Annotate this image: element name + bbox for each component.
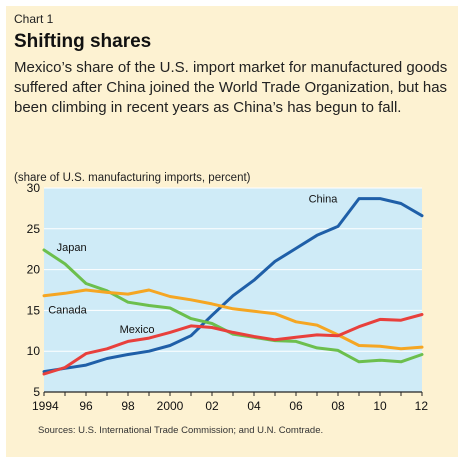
x-tick-label-02: 02 [205,399,219,413]
y-tick-label-20: 20 [27,263,41,277]
series-label-canada: Canada [48,305,87,317]
y-axis-units-label: (share of U.S. manufacturing imports, pe… [14,172,251,184]
y-tick-label-5: 5 [33,385,40,399]
x-tick-label-1994: 1994 [32,399,59,413]
y-tick-label-10: 10 [27,344,41,358]
x-tick-label-04: 04 [247,399,261,413]
series-label-china: China [309,194,339,206]
x-tick-label-2000: 2000 [157,399,184,413]
y-tick-label-15: 15 [27,303,41,317]
series-label-mexico: Mexico [120,324,155,336]
y-tick-label-25: 25 [27,222,41,236]
sources-note: Sources: U.S. International Trade Commis… [38,425,324,436]
x-tick-label-10: 10 [373,399,387,413]
x-tick-label-12: 12 [415,399,429,413]
chart-title: Shifting shares [14,31,152,52]
series-line-mexico [42,313,424,376]
x-tick-label-08: 08 [331,399,345,413]
chart-number-label: Chart 1 [14,12,54,26]
y-tick-label-30: 30 [27,181,41,195]
x-tick-label-96: 96 [79,399,93,413]
series-label-japan: Japan [57,242,87,254]
series-line-china [42,197,424,374]
x-tick-label-06: 06 [289,399,303,413]
series-line-canada [42,288,424,351]
x-tick-label-98: 98 [121,399,135,413]
series-line-japan [42,248,424,364]
chart-description: Mexico’s share of the U.S. import market… [14,59,448,116]
